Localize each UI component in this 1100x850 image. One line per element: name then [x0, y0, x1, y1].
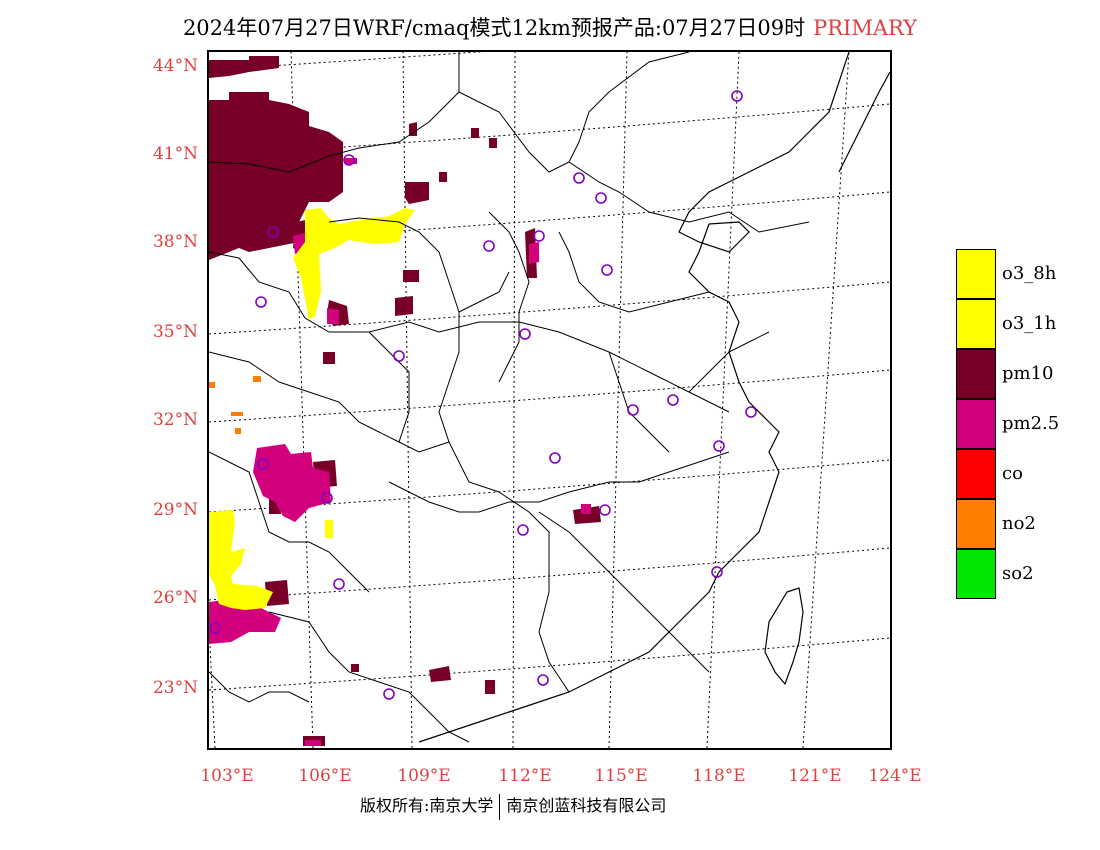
station-marker	[667, 394, 679, 406]
station-marker	[333, 578, 345, 590]
legend-swatch	[956, 399, 996, 449]
legend-item-pm25: pm2.5	[956, 399, 1096, 449]
station-marker	[343, 154, 355, 166]
station-marker	[731, 90, 743, 102]
legend-label: no2	[1002, 513, 1036, 534]
station-markers	[209, 90, 757, 700]
lon-label-115e: 115°E	[594, 766, 648, 786]
map-title: 2024年07月27日WRF/cmaq模式12km预报产品:07月27日09时 P…	[0, 12, 1100, 42]
legend-label: so2	[1002, 563, 1034, 584]
station-marker	[627, 404, 639, 416]
o3-ningxia-band	[293, 208, 415, 320]
legend-swatch	[956, 299, 996, 349]
station-marker	[537, 674, 549, 686]
station-marker	[321, 492, 333, 504]
no2-areas	[209, 376, 261, 434]
legend-swatch	[956, 549, 996, 599]
station-marker	[713, 440, 725, 452]
legend-item-o3-8h: o3_8h	[956, 249, 1096, 299]
legend-item-co: co	[956, 449, 1096, 499]
legend-label: o3_1h	[1002, 313, 1057, 334]
lat-label-29n: 29°N	[152, 500, 198, 520]
station-marker	[595, 192, 607, 204]
legend-swatch	[956, 249, 996, 299]
station-marker	[745, 406, 757, 418]
station-marker	[573, 172, 585, 184]
lat-label-44n: 44°N	[152, 56, 198, 76]
lon-label-121e: 121°E	[788, 766, 842, 786]
pm10-northwest-block	[209, 92, 343, 260]
pm25-sichuan-cluster	[253, 444, 331, 522]
lat-label-38n: 38°N	[152, 232, 198, 252]
legend-label: co	[1002, 463, 1023, 484]
station-marker	[255, 296, 267, 308]
station-marker	[483, 240, 495, 252]
station-marker	[519, 328, 531, 340]
legend-label: pm2.5	[1002, 413, 1060, 434]
legend-item-so2: so2	[956, 549, 1096, 599]
lon-label-103e: 103°E	[200, 766, 254, 786]
station-marker	[209, 622, 221, 634]
lat-label-41n: 41°N	[152, 144, 198, 164]
taiwan-outline	[764, 587, 804, 686]
copyright-owner: 版权所有:南京大学	[360, 796, 494, 815]
lon-label-112e: 112°E	[498, 766, 552, 786]
province-boundaries	[209, 52, 810, 743]
station-marker	[711, 566, 723, 578]
pollutant-legend: o3_8h o3_1h pm10 pm2.5 co no2 so2	[956, 249, 1096, 599]
legend-swatch	[956, 349, 996, 399]
legend-item-pm10: pm10	[956, 349, 1096, 399]
lon-label-118e: 118°E	[692, 766, 746, 786]
lat-label-32n: 32°N	[152, 410, 198, 430]
legend-label: o3_8h	[1002, 263, 1057, 284]
lon-label-124e: 124°E	[868, 766, 922, 786]
lon-label-106e: 106°E	[298, 766, 352, 786]
map-panel[interactable]	[207, 50, 892, 750]
station-marker	[599, 504, 611, 516]
station-marker	[383, 688, 395, 700]
primary-pollutant-label: PRIMARY	[813, 16, 918, 40]
coastline	[418, 52, 890, 743]
lat-label-35n: 35°N	[152, 322, 198, 342]
pm25-yunnan-cluster	[209, 598, 281, 644]
station-marker	[517, 524, 529, 536]
footer-separator	[499, 793, 501, 820]
lat-label-23n: 23°N	[152, 678, 198, 698]
station-marker	[601, 264, 613, 276]
station-marker	[549, 452, 561, 464]
legend-item-o3-1h: o3_1h	[956, 299, 1096, 349]
legend-swatch	[956, 449, 996, 499]
o3-yunnan-band	[209, 510, 273, 610]
lon-label-109e: 109°E	[397, 766, 451, 786]
copyright-company: 南京创蓝科技有限公司	[506, 796, 667, 815]
lat-label-26n: 26°N	[152, 588, 198, 608]
station-marker	[267, 226, 279, 238]
pm10-top-strip	[209, 56, 279, 78]
forecast-map	[209, 52, 890, 748]
station-marker	[257, 458, 269, 470]
legend-item-no2: no2	[956, 499, 1096, 549]
station-marker	[533, 230, 545, 242]
legend-label: pm10	[1002, 363, 1054, 384]
legend-swatch	[956, 499, 996, 549]
station-marker	[393, 350, 405, 362]
o3-areas	[209, 208, 415, 610]
copyright-footer: 版权所有:南京大学 南京创蓝科技有限公司	[360, 792, 666, 820]
map-title-text: 2024年07月27日WRF/cmaq模式12km预报产品:07月27日09时	[182, 16, 806, 40]
